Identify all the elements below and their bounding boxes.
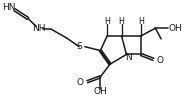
- Text: H: H: [104, 17, 110, 26]
- Text: O: O: [77, 78, 84, 87]
- Text: O: O: [157, 56, 164, 65]
- Text: HN: HN: [3, 3, 16, 12]
- Text: OH: OH: [169, 24, 183, 33]
- Text: H: H: [119, 17, 124, 26]
- Text: N: N: [125, 54, 132, 62]
- Text: S: S: [76, 42, 82, 51]
- Text: H: H: [138, 17, 144, 26]
- Text: NH: NH: [32, 24, 46, 33]
- Text: OH: OH: [93, 87, 107, 96]
